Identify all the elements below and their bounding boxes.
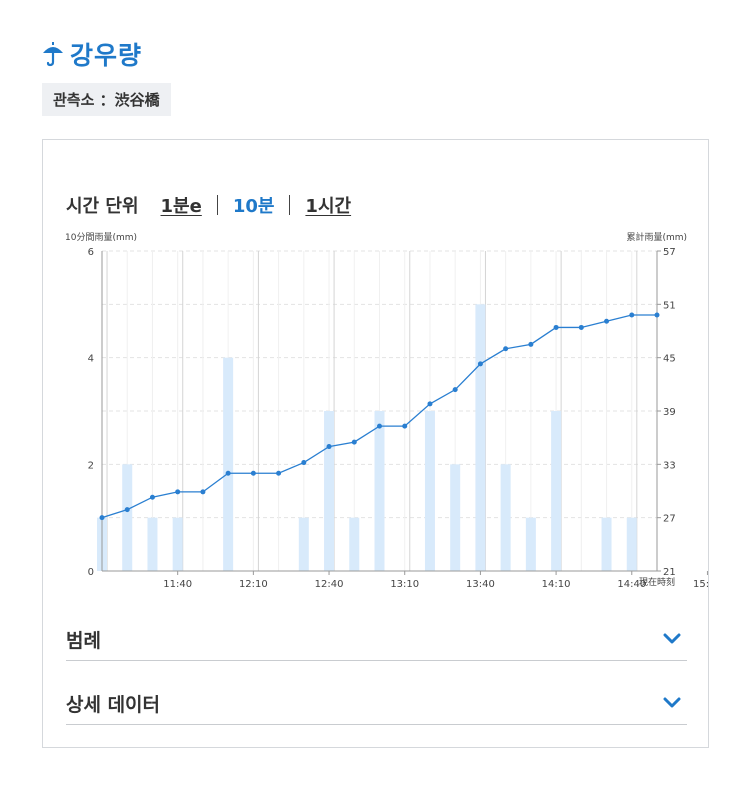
x-tick-label: 13:40 — [466, 579, 495, 590]
cumulative-point — [250, 470, 256, 476]
cumulative-point — [578, 324, 584, 330]
x-tick-label: 14:40 — [617, 579, 646, 590]
x-tick-label: 11:40 — [163, 579, 192, 590]
cumulative-point — [654, 312, 660, 318]
chevron-down-icon — [663, 633, 681, 644]
details-accordion[interactable]: 상세 데이터 — [66, 682, 687, 725]
cumulative-point — [175, 489, 181, 495]
right-tick-label: 57 — [663, 247, 676, 258]
cumulative-point — [377, 423, 382, 429]
legend-accordion[interactable]: 범례 — [66, 618, 687, 661]
station-label: 관측소 ：渋谷橋 — [42, 83, 171, 116]
separator — [289, 195, 291, 215]
right-tick-label: 33 — [663, 460, 676, 471]
cumulative-point — [351, 439, 357, 445]
rainfall-bar — [223, 357, 234, 571]
legend-accordion-label: 범례 — [66, 629, 101, 652]
x-tick-label: 12:10 — [239, 579, 268, 590]
umbrella-icon — [43, 42, 63, 67]
rainfall-bar — [424, 411, 435, 571]
rainfall-bar — [122, 464, 133, 571]
right-tick-label: 45 — [663, 354, 676, 365]
rainfall-bar — [349, 517, 360, 571]
x-tick-label: 12:40 — [315, 579, 344, 590]
cumulative-point — [99, 515, 105, 521]
rainfall-bar — [172, 517, 183, 571]
details-accordion-label: 상세 데이터 — [66, 693, 161, 716]
cumulative-point — [124, 507, 130, 513]
rainfall-bar — [147, 517, 158, 571]
separator — [216, 195, 218, 215]
right-tick-label: 39 — [663, 407, 676, 418]
time-unit-option-1hour[interactable]: 1시간 — [305, 196, 352, 217]
rainfall-chart: 0 2 4 6 21 27 33 39 45 51 57 11:40 12:10 12:40 13:10 13… — [65, 231, 708, 590]
right-tick-label: 51 — [663, 300, 676, 311]
rainfall-bar — [601, 517, 612, 571]
time-unit-option-10min[interactable]: 10분 — [232, 196, 275, 217]
cumulative-point — [528, 341, 534, 347]
x-tick-label: 15:10 — [693, 579, 708, 590]
rainfall-bar — [324, 411, 335, 571]
left-tick-label: 2 — [88, 460, 94, 471]
cumulative-point — [402, 423, 408, 429]
left-axis-title: 10分間雨量(mm) — [65, 232, 137, 243]
cumulative-point — [149, 494, 155, 500]
right-tick-label: 27 — [663, 514, 676, 525]
right-axis-title: 累計雨量(mm) — [626, 231, 687, 243]
cumulative-point — [326, 444, 332, 450]
chart-panel: 시간 단위 1분e 10분 1시간 0 2 4 6 21 27 33 39 45 51 57 11:4… — [42, 139, 709, 748]
chevron-down-icon — [663, 697, 681, 708]
x-axis-note: 現在時刻 — [639, 576, 675, 588]
cumulative-point — [200, 489, 206, 495]
cumulative-point — [301, 460, 307, 466]
cumulative-point — [477, 361, 483, 367]
rainfall-bar — [525, 517, 536, 571]
rainfall-bar — [551, 411, 562, 571]
time-unit-selector: 시간 단위 1분e 10분 1시간 — [66, 192, 351, 218]
cumulative-point — [452, 387, 458, 393]
rainfall-bar — [374, 411, 385, 571]
time-unit-label: 시간 단위 — [66, 196, 139, 217]
right-tick-label: 21 — [663, 567, 676, 578]
time-unit-option-1min[interactable]: 1분e — [160, 196, 202, 217]
cumulative-point — [553, 324, 559, 330]
rainfall-bar — [450, 464, 461, 571]
cumulative-point — [427, 401, 433, 407]
left-tick-label: 6 — [88, 247, 94, 258]
left-tick-label: 4 — [88, 354, 94, 365]
title-text: 강우량 — [70, 41, 143, 70]
cumulative-point — [503, 346, 509, 352]
cumulative-point — [276, 470, 282, 476]
x-tick-label: 13:10 — [390, 579, 419, 590]
rainfall-bar — [475, 304, 486, 571]
x-tick-label: 14:10 — [542, 579, 571, 590]
left-tick-label: 0 — [88, 567, 94, 578]
cumulative-point — [604, 318, 610, 324]
page-title: 강우량 — [42, 36, 142, 72]
cumulative-point — [225, 470, 231, 476]
rainfall-bar — [298, 517, 309, 571]
rainfall-bar — [626, 517, 637, 571]
rainfall-bar — [500, 464, 511, 571]
cumulative-point — [629, 312, 635, 318]
